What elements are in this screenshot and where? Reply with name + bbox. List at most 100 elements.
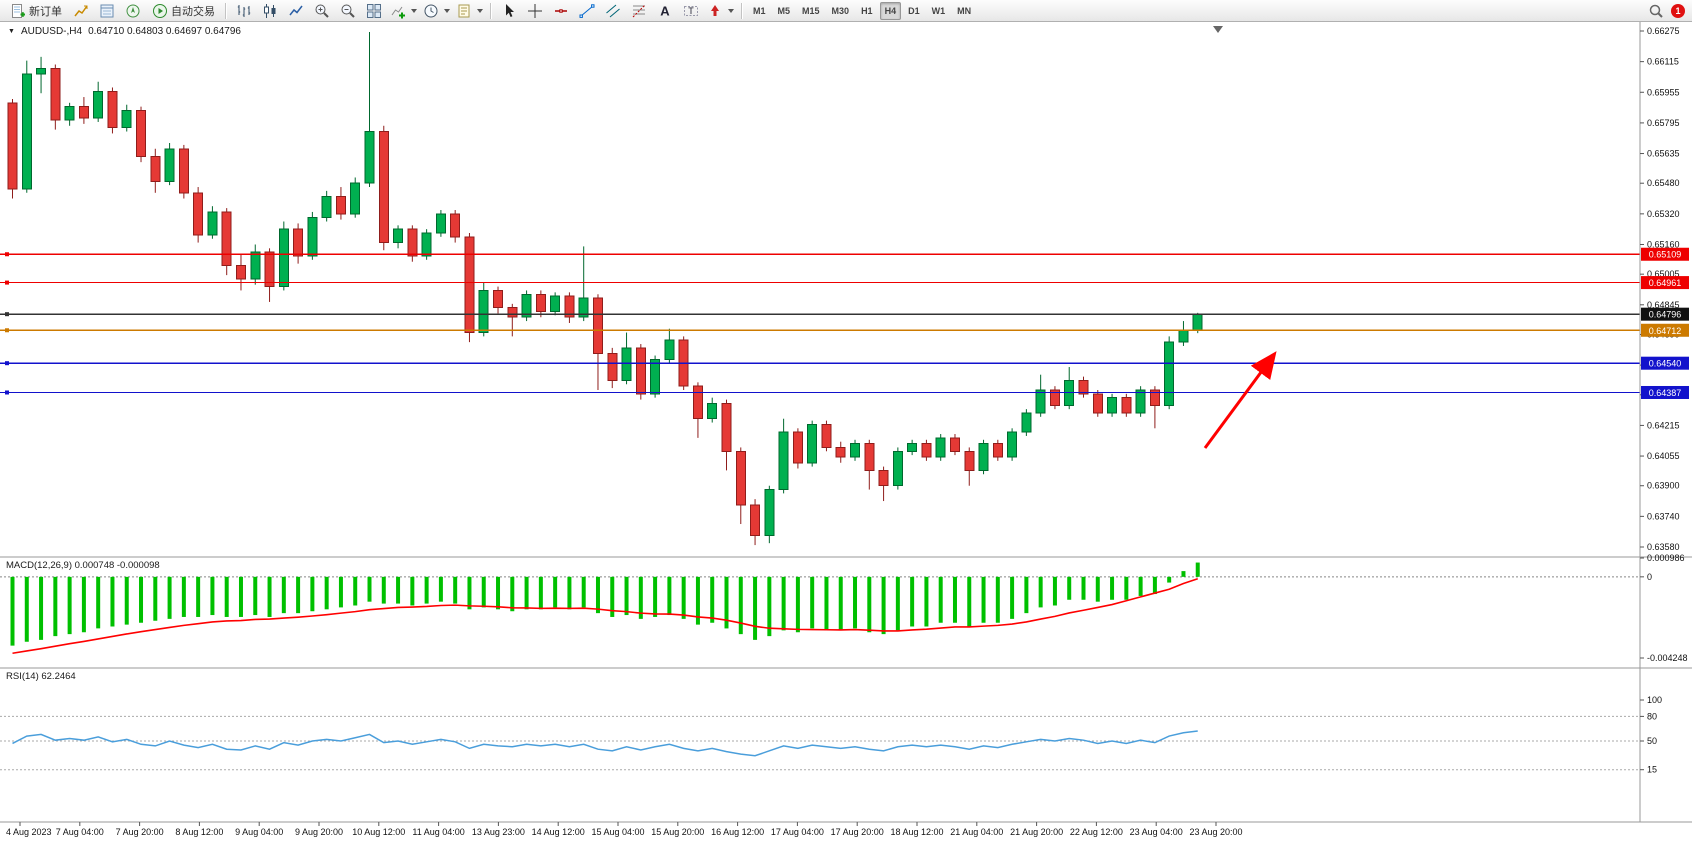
candle xyxy=(664,339,675,360)
candle xyxy=(1121,397,1132,414)
price-axis-label: 0.65005 xyxy=(1647,269,1680,279)
price-axis-label: 0.65795 xyxy=(1647,118,1680,128)
charts-toolbar-group xyxy=(231,0,486,21)
line-handle[interactable] xyxy=(5,328,9,333)
data-window-button[interactable] xyxy=(94,1,120,21)
chart-shift-marker[interactable] xyxy=(1213,26,1223,33)
candle xyxy=(36,67,47,75)
candlestick-chart-button[interactable] xyxy=(257,1,283,21)
tile-windows-button[interactable] xyxy=(361,1,387,21)
timeframe-h4-button[interactable]: H4 xyxy=(879,1,902,20)
candle xyxy=(293,228,304,257)
candle xyxy=(535,293,546,312)
time-axis-label: 21 Aug 04:00 xyxy=(950,827,1003,837)
price-flag xyxy=(1641,276,1689,290)
fibonacci-button[interactable] xyxy=(626,1,652,21)
navigator-icon xyxy=(126,4,140,17)
notification-badge[interactable]: 1 xyxy=(1671,3,1685,18)
horizontal-line-button[interactable] xyxy=(548,1,574,21)
price-lines xyxy=(0,252,1640,395)
zoom-in-button[interactable] xyxy=(309,1,335,21)
zoom-out-icon xyxy=(341,4,355,18)
candle xyxy=(1135,389,1146,414)
svg-text:A: A xyxy=(660,3,670,18)
candles xyxy=(7,31,1203,546)
line-studies-toolbar-group: A T xyxy=(496,0,737,21)
trendline-button[interactable] xyxy=(574,1,600,21)
time-axis-label: 7 Aug 20:00 xyxy=(116,827,164,837)
time-axis-label: 4 Aug 2023 xyxy=(6,827,52,837)
chart-canvas[interactable]: 0.66275 0.66115 0.65955 0.65795 0.65635 0.654… xyxy=(0,22,1692,852)
line-handle[interactable] xyxy=(5,252,9,257)
rsi-pane: 100 80 50 15 xyxy=(0,667,1692,775)
line-chart-button[interactable] xyxy=(283,1,309,21)
timeframe-h1-button[interactable]: H1 xyxy=(861,5,873,16)
indicators-button[interactable] xyxy=(387,1,420,21)
candle xyxy=(178,148,189,194)
svg-text:T: T xyxy=(688,6,694,16)
bars-chart-button[interactable] xyxy=(231,1,257,21)
line-handle[interactable] xyxy=(5,361,9,366)
timeframe-m30-button[interactable]: M30 xyxy=(831,5,850,16)
candle xyxy=(621,347,632,381)
text-button[interactable]: A xyxy=(652,1,678,21)
timeframe-d1-button[interactable]: D1 xyxy=(908,5,920,16)
candle xyxy=(607,353,618,381)
new-order-button[interactable]: 新订单 xyxy=(4,1,68,21)
timeframe-m5-button[interactable]: M5 xyxy=(777,5,791,16)
line-handle[interactable] xyxy=(5,280,9,285)
timeframe-w1-button[interactable]: W1 xyxy=(931,5,946,16)
candle xyxy=(307,217,318,257)
label-button[interactable]: T xyxy=(678,1,704,21)
arrows-button[interactable] xyxy=(704,1,737,21)
candle xyxy=(364,131,375,184)
trade-toolbar-group: 新订单 自动交易 xyxy=(4,0,221,21)
arrows-icon xyxy=(711,4,719,16)
price-flag-label: 0.64540 xyxy=(1649,359,1682,369)
rsi-indicator-label: RSI(14) 62.2464 xyxy=(6,671,76,682)
autotrading-button[interactable]: 自动交易 xyxy=(146,1,221,21)
time-axis-label: 23 Aug 20:00 xyxy=(1189,827,1242,837)
candle xyxy=(235,265,246,280)
tile-windows-icon xyxy=(367,3,381,18)
cursor-button[interactable] xyxy=(496,1,522,21)
time-axis-label: 17 Aug 04:00 xyxy=(771,827,824,837)
timeframe-m1-button[interactable]: M1 xyxy=(753,5,766,16)
candle xyxy=(878,469,889,487)
price-axis: 0.66275 0.66115 0.65955 0.65795 0.65635 0.654… xyxy=(1639,22,1689,822)
templates-icon xyxy=(458,4,470,17)
timeframe-m15-button[interactable]: M15 xyxy=(802,5,820,16)
channel-button[interactable] xyxy=(600,1,626,21)
crosshair-button[interactable] xyxy=(522,1,548,21)
trend-arrow-annotation[interactable] xyxy=(1203,351,1277,449)
candle xyxy=(1035,389,1046,414)
toolbar-separator xyxy=(741,2,743,19)
zoom-out-button[interactable] xyxy=(335,1,361,21)
line-handle[interactable] xyxy=(5,312,9,317)
candle xyxy=(550,295,561,312)
price-axis-label: 0.64845 xyxy=(1647,300,1680,310)
price-axis-label: 0.66115 xyxy=(1647,57,1679,67)
candle xyxy=(421,232,432,257)
line-handle[interactable] xyxy=(5,390,9,395)
one-click-trading-toggle[interactable]: ▼ xyxy=(8,28,15,35)
search-icon[interactable] xyxy=(1648,3,1664,19)
time-axis-label: 15 Aug 20:00 xyxy=(651,827,704,837)
navigator-button[interactable] xyxy=(120,1,146,21)
crosshair-icon xyxy=(528,3,542,18)
periods-button[interactable] xyxy=(420,1,453,21)
dropdown-caret xyxy=(444,8,450,13)
time-axis-label: 11 Aug 04:00 xyxy=(412,827,464,837)
candle xyxy=(478,289,489,334)
market-watch-button[interactable] xyxy=(68,1,94,21)
candle xyxy=(635,347,646,395)
timeframe-mn-button[interactable]: MN xyxy=(957,5,972,16)
candle xyxy=(221,211,232,267)
trendline-icon xyxy=(579,3,595,18)
price-flag xyxy=(1641,247,1689,261)
templates-button[interactable] xyxy=(453,1,486,21)
macd-signal-line xyxy=(12,577,1198,655)
ohlc-values: 0.64710 0.64803 0.64697 0.64796 xyxy=(88,26,241,37)
macd-axis-label: 0 xyxy=(1647,572,1652,582)
